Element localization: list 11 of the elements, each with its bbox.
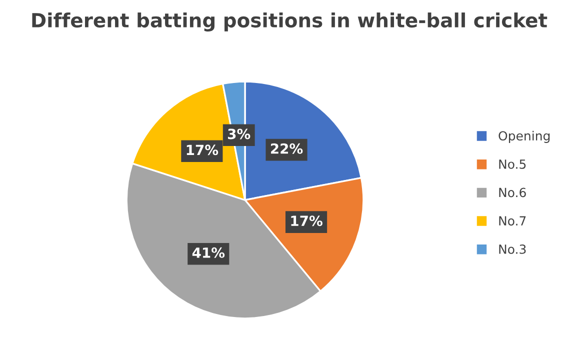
- legend-label: No.5: [499, 160, 526, 169]
- legend-label: No.6: [499, 188, 526, 198]
- legend-label: No.3: [499, 244, 526, 254]
- data-label: 17%: [186, 144, 218, 156]
- data-label: 17%: [291, 216, 322, 226]
- legend-label: No.7: [499, 216, 526, 226]
- data-label: 3%: [228, 128, 250, 140]
- data-label: 22%: [270, 143, 303, 154]
- legend-label: Opening: [498, 130, 550, 143]
- data-label: 41%: [192, 247, 225, 258]
- chart-title: Different batting positions in white-ball cricket: [32, 12, 548, 32]
